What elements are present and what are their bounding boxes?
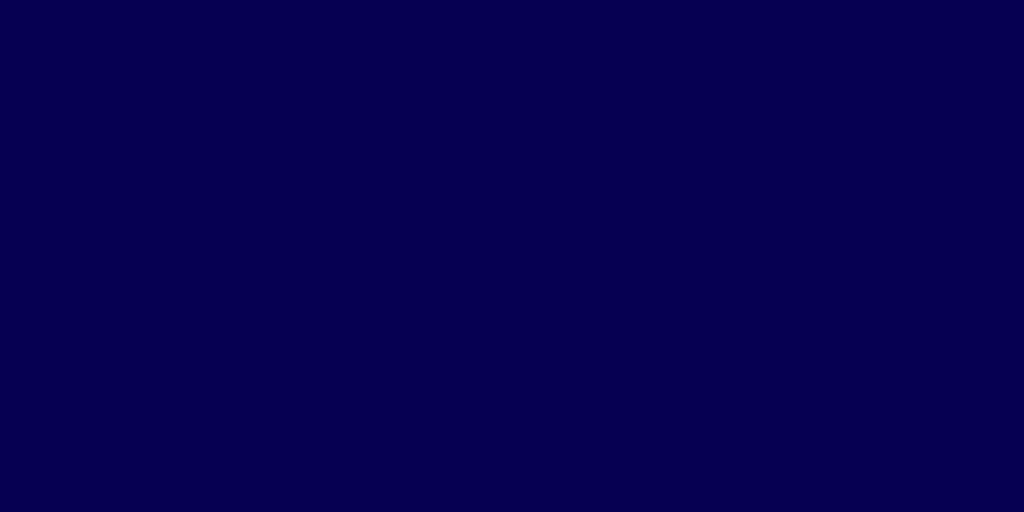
south-hemisphere-plot [512, 0, 1024, 512]
chart-north-hemisphere [0, 0, 512, 512]
north-hemisphere-plot [0, 0, 512, 512]
chart-south-hemisphere [512, 0, 1024, 512]
source-block [0, 501, 1024, 504]
